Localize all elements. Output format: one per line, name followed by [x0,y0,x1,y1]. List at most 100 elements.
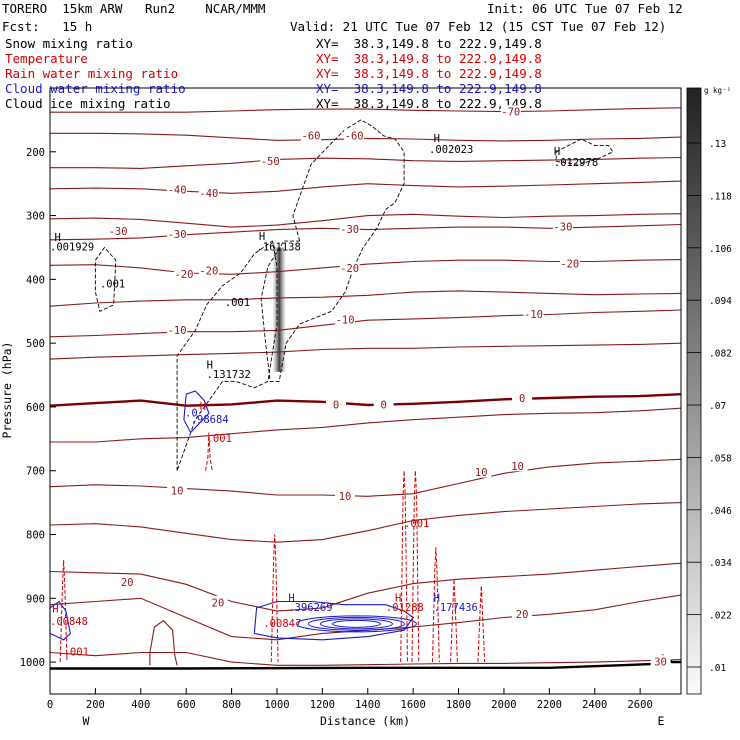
temperature-label: -20 [199,266,218,278]
field-label: H [55,232,61,244]
field-label: .001 [404,518,429,530]
colorbar-label: .082 [709,349,732,360]
x-tick-label: 2200 [537,699,562,711]
temperature-label: -30 [168,229,187,241]
temperature-label: 10 [475,467,488,479]
rain-contour [411,470,420,663]
temperature-label-bg [512,391,533,404]
y-tick-label: 500 [26,338,45,350]
temperature-label-bg [167,484,188,497]
field-label: .002023 [429,144,473,156]
legend-cloud-ice: Cloud ice mixing ratio [5,96,171,111]
rain-contour [450,579,458,663]
zero-isotherm [49,393,682,407]
field-label: .0 [185,408,198,420]
field-label: H [200,401,206,413]
field-label: .131732 [207,369,251,381]
temperature-contour [49,223,682,241]
temperature-label: 20 [212,597,225,609]
temperature-label: -20 [560,259,579,271]
temperature-label-bg [117,575,138,588]
temperature-label: 10 [339,491,352,503]
temperature-label-bg [207,595,228,608]
field-label: H [434,593,440,605]
colorbar-label: .106 [709,244,732,255]
rain-contour [400,470,408,663]
ice-contour [555,138,614,165]
temperature-contours [49,107,682,666]
y-tick-label: 400 [26,274,45,286]
temperature-label: 20 [121,577,134,589]
x-tick-label: 1000 [264,699,289,711]
field-label: .161138 [257,242,301,254]
temperature-label-bg [301,128,322,141]
snow-shading [272,247,287,372]
temperature-label: 20 [516,609,529,621]
legend-temperature: Temperature [5,51,88,66]
field-label: .001 [225,297,250,309]
field-label: .001 [64,647,89,659]
colorbar-label: .118 [709,191,732,202]
temperature-label: -40 [168,185,187,197]
temperature-contour [49,259,682,275]
temperature-contour [49,458,682,497]
field-label: .177436 [434,602,478,614]
legend-snow: Snow mixing ratio [5,36,133,51]
temperature-label: 0 [519,393,525,405]
temperature-contour [49,180,682,194]
y-axis-label: Pressure (hPa) [0,342,14,439]
y-tick-label: 900 [26,593,45,605]
temperature-contour [149,619,178,666]
forecast-hour: Fcst: 15 h [2,19,93,34]
x-tick-label: 1600 [401,699,426,711]
legend-snow-xy: XY= 38.3,149.8 to 222.9,149.8 [316,36,542,51]
temperature-contour [49,562,682,612]
plot-frame [49,87,682,695]
rain-contour [59,559,68,663]
y-tick-label: 600 [26,402,45,414]
rain-contour [432,547,440,663]
temperature-label: -40 [199,188,218,200]
ice-contour [260,119,405,382]
temperature-label-bg [339,261,360,274]
field-label: .00848 [50,616,88,628]
field-label: H [434,133,440,145]
field-label: .001 [100,279,125,291]
field-label: H [259,231,265,243]
legend-temperature-xy: XY= 38.3,149.8 to 222.9,149.8 [316,51,542,66]
temperature-label-bg [373,398,394,411]
x-tick-label: 2400 [582,699,607,711]
cloud-water-core [331,619,381,628]
temperature-label: -70 [501,107,520,119]
temperature-label: 30 [654,657,667,669]
cloud-ice-contours [94,119,614,471]
legend-rain-xy: XY= 38.3,149.8 to 222.9,149.8 [316,66,542,81]
temperature-contour [50,156,682,169]
y-tick-label: 800 [26,530,45,542]
y-tick-label: 700 [26,466,45,478]
snow-column [272,247,287,372]
colorbar-unit: g kg⁻¹ [704,86,731,95]
colorbar-label: .07 [709,401,726,412]
temperature-label: 10 [511,461,524,473]
y-tick-label: 300 [26,211,45,223]
field-label: H [395,593,401,605]
temperature-label: 0 [333,400,339,412]
init-time: Init: 06 UTC Tue 07 Feb 12 [487,1,683,16]
field-label: .396269 [288,602,332,614]
temperature-contour [49,502,682,543]
temperature-label: -60 [345,130,364,142]
field-label: .01288 [386,602,424,614]
field-label: .001 [207,433,232,445]
temperature-label-bg [335,489,356,502]
colorbar-label: .034 [709,558,732,569]
field-label: H [288,593,294,605]
temperature-contour [50,107,682,113]
x-tick-label: 1800 [446,699,471,711]
x-tick-label: 2000 [491,699,516,711]
temperature-label-bg [650,655,671,668]
temperature-label-bg [198,186,219,199]
temperature-label-bg [507,459,528,472]
colorbar-label: .13 [709,139,726,150]
legend-rain: Rain water mixing ratio [5,66,179,81]
